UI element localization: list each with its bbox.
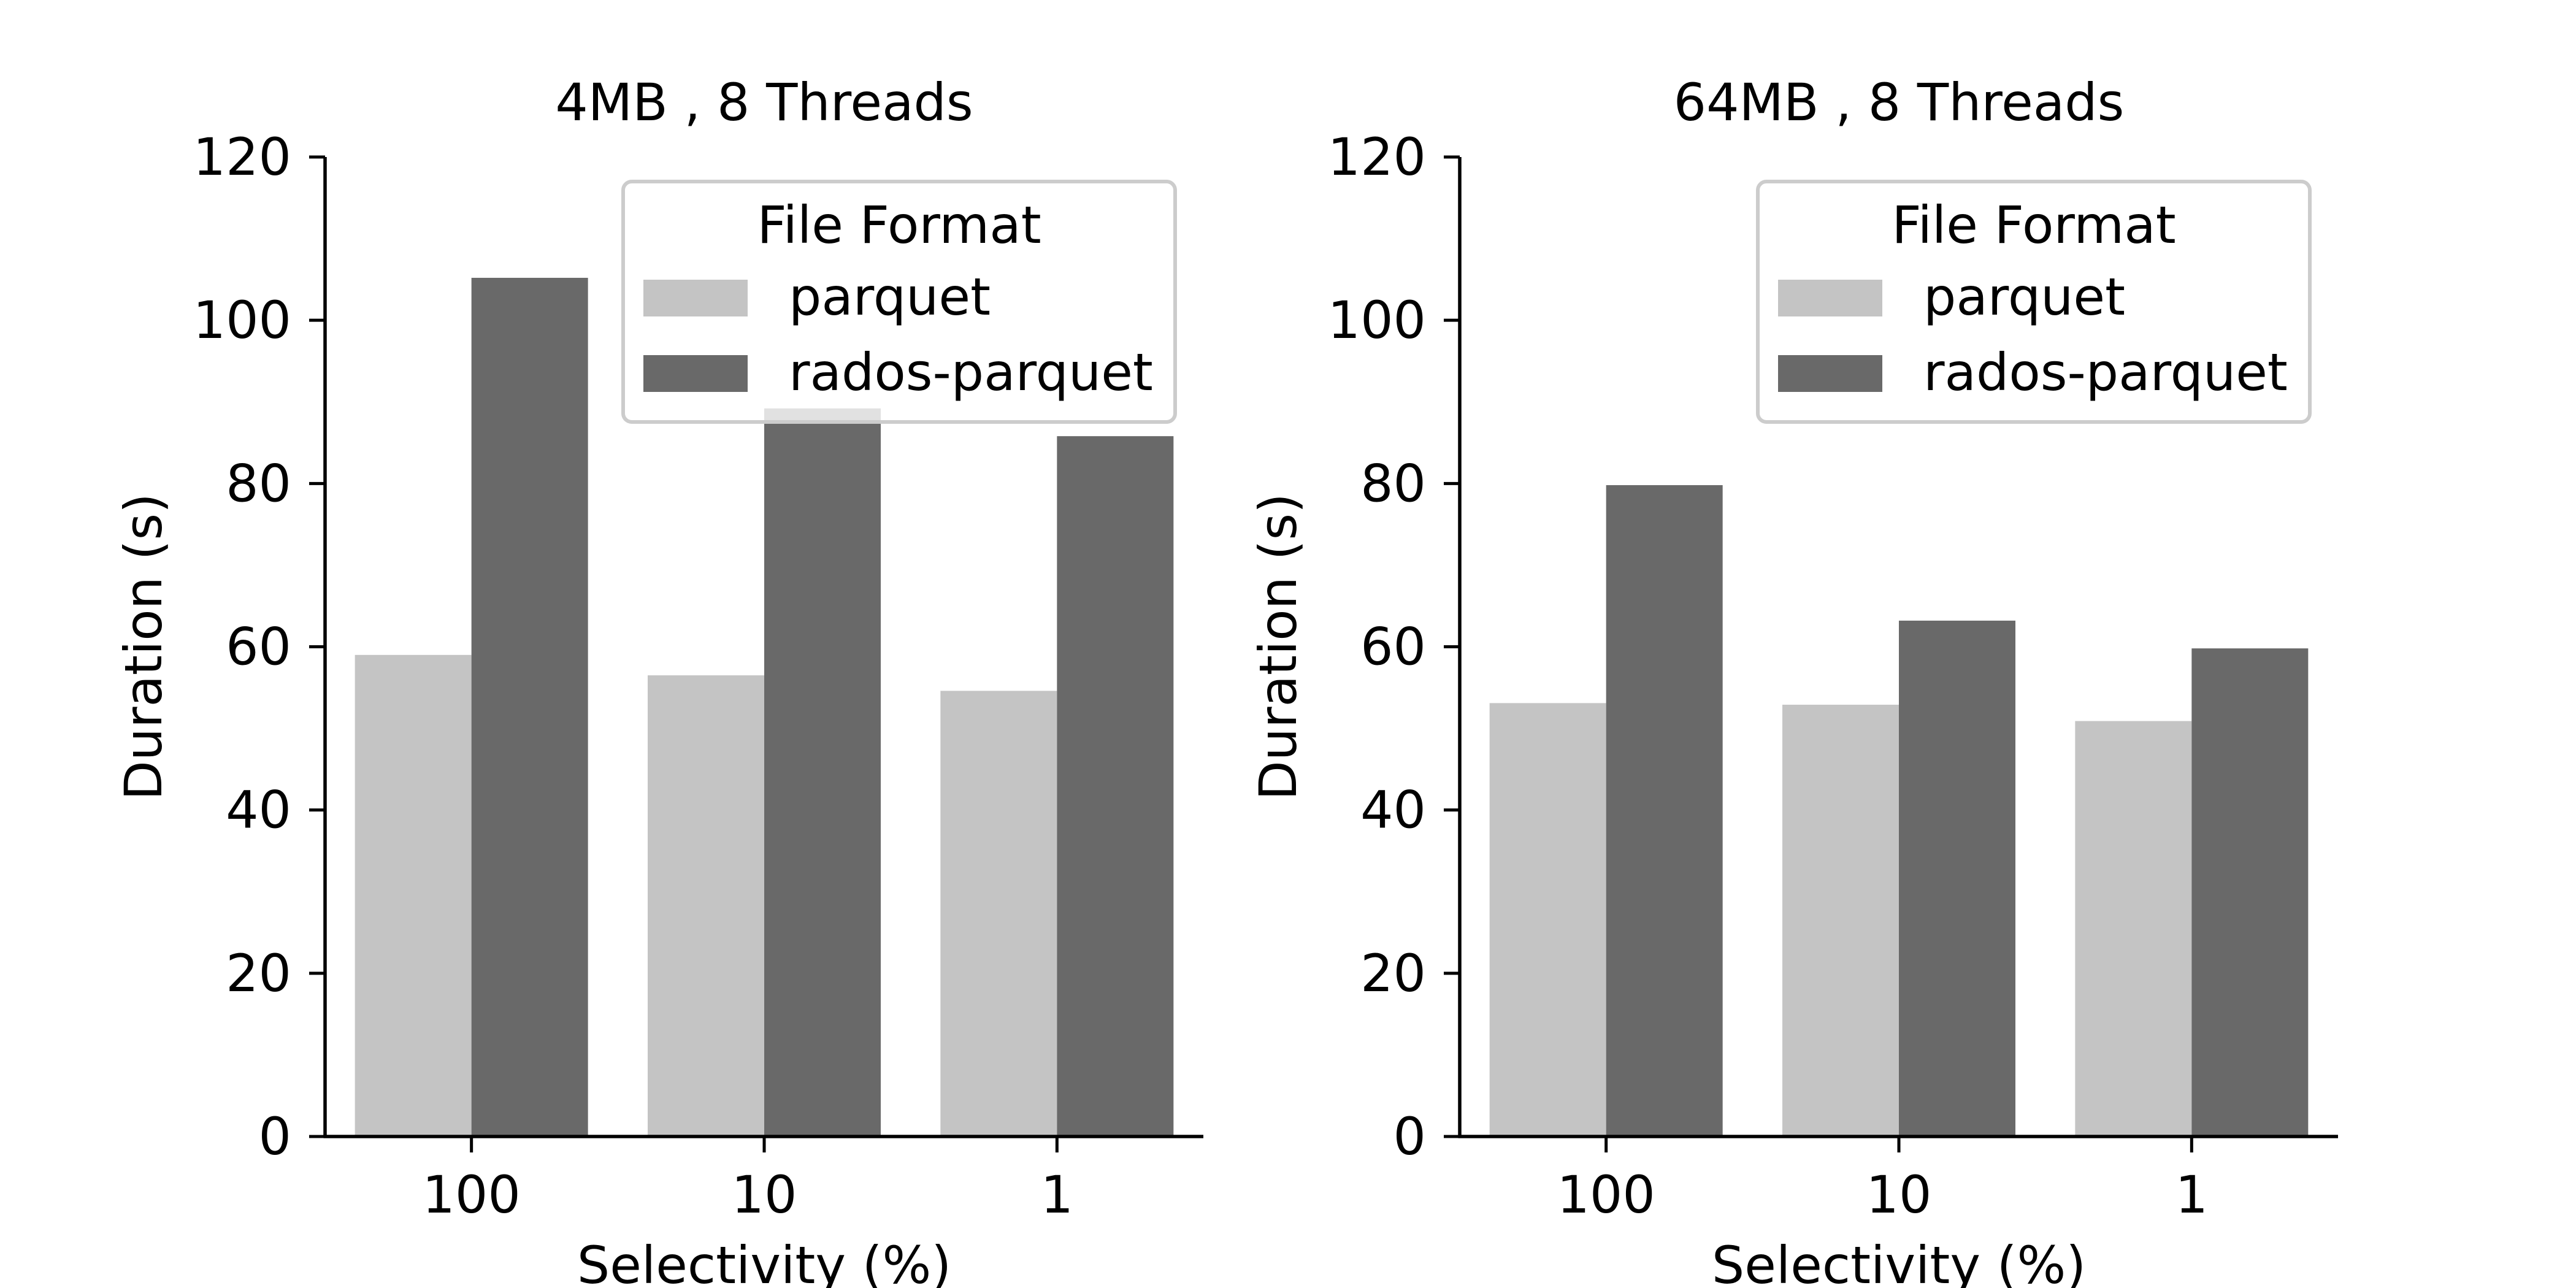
y-tick-label: 80 <box>1360 453 1426 513</box>
bar-rados-parquet-100 <box>471 277 588 1137</box>
x-tick-label: 10 <box>1866 1165 1932 1225</box>
y-tick-label: 60 <box>226 617 291 677</box>
legend-label-parquet: parquet <box>1923 267 2125 327</box>
y-axis-label: Duration (s) <box>1248 493 1308 800</box>
bar-parquet-1 <box>940 691 1057 1137</box>
x-axis-label: Selectivity (%) <box>577 1235 951 1288</box>
y-tick-label: 20 <box>226 943 291 1003</box>
legend-frame <box>1756 180 2312 424</box>
y-tick-label: 40 <box>226 780 291 840</box>
legend-title: File Format <box>757 195 1041 255</box>
legend-label-parquet: parquet <box>789 267 991 327</box>
y-tick-label: 40 <box>1360 780 1426 840</box>
legend-swatch-rados-parquet <box>1778 355 1882 392</box>
y-tick-label: 0 <box>259 1106 291 1167</box>
chart-title: 64MB , 8 Threads <box>1674 72 2125 132</box>
x-axis-label: Selectivity (%) <box>1712 1235 2086 1288</box>
bar-rados-parquet-1 <box>1057 436 1174 1137</box>
y-tick-label: 80 <box>226 453 291 513</box>
x-tick-label: 100 <box>422 1165 520 1225</box>
legend: File Format parquet rados-parquet <box>621 180 1177 424</box>
bar-parquet-100 <box>1489 703 1606 1137</box>
bar-parquet-10 <box>648 675 764 1137</box>
legend: File Format parquet rados-parquet <box>1756 180 2312 424</box>
bar-rados-parquet-1 <box>2191 648 2309 1137</box>
y-tick-label: 100 <box>1328 290 1426 350</box>
bar-parquet-1 <box>2075 721 2192 1137</box>
y-tick-label: 0 <box>1393 1106 1426 1167</box>
x-tick-label: 10 <box>732 1165 797 1225</box>
y-tick-label: 120 <box>1328 127 1426 187</box>
bar-rados-parquet-10 <box>1899 620 2015 1137</box>
bar-rados-parquet-100 <box>1606 485 1723 1137</box>
x-tick-label: 100 <box>1557 1165 1655 1225</box>
y-tick-label: 120 <box>193 127 291 187</box>
legend-swatch-rados-parquet <box>643 355 748 392</box>
bar-rados-parquet-10 <box>764 408 881 1137</box>
bar-parquet-10 <box>1782 704 1899 1137</box>
legend-label-rados-parquet: rados-parquet <box>1923 342 2288 402</box>
bar-parquet-100 <box>355 654 472 1137</box>
x-tick-label: 1 <box>2175 1165 2208 1225</box>
legend-swatch-parquet <box>643 280 748 316</box>
y-tick-label: 60 <box>1360 617 1426 677</box>
chart-panel-1: 0 20 40 60 80 100 120 100 10 1 4MB , 8 Threads Sele… <box>113 72 1203 1288</box>
legend-label-rados-parquet: rados-parquet <box>789 342 1153 402</box>
chart-title: 4MB , 8 Threads <box>555 72 973 132</box>
chart-panel-2: 0 20 40 60 80 100 120 100 10 1 64MB , 8 Threads Sel… <box>1248 72 2338 1288</box>
y-axis-label: Duration (s) <box>113 493 174 800</box>
legend-frame <box>621 180 1177 424</box>
legend-swatch-parquet <box>1778 280 1882 316</box>
y-tick-label: 20 <box>1360 943 1426 1003</box>
legend-title: File Format <box>1892 195 2175 255</box>
x-tick-label: 1 <box>1041 1165 1073 1225</box>
y-tick-label: 100 <box>193 290 291 350</box>
